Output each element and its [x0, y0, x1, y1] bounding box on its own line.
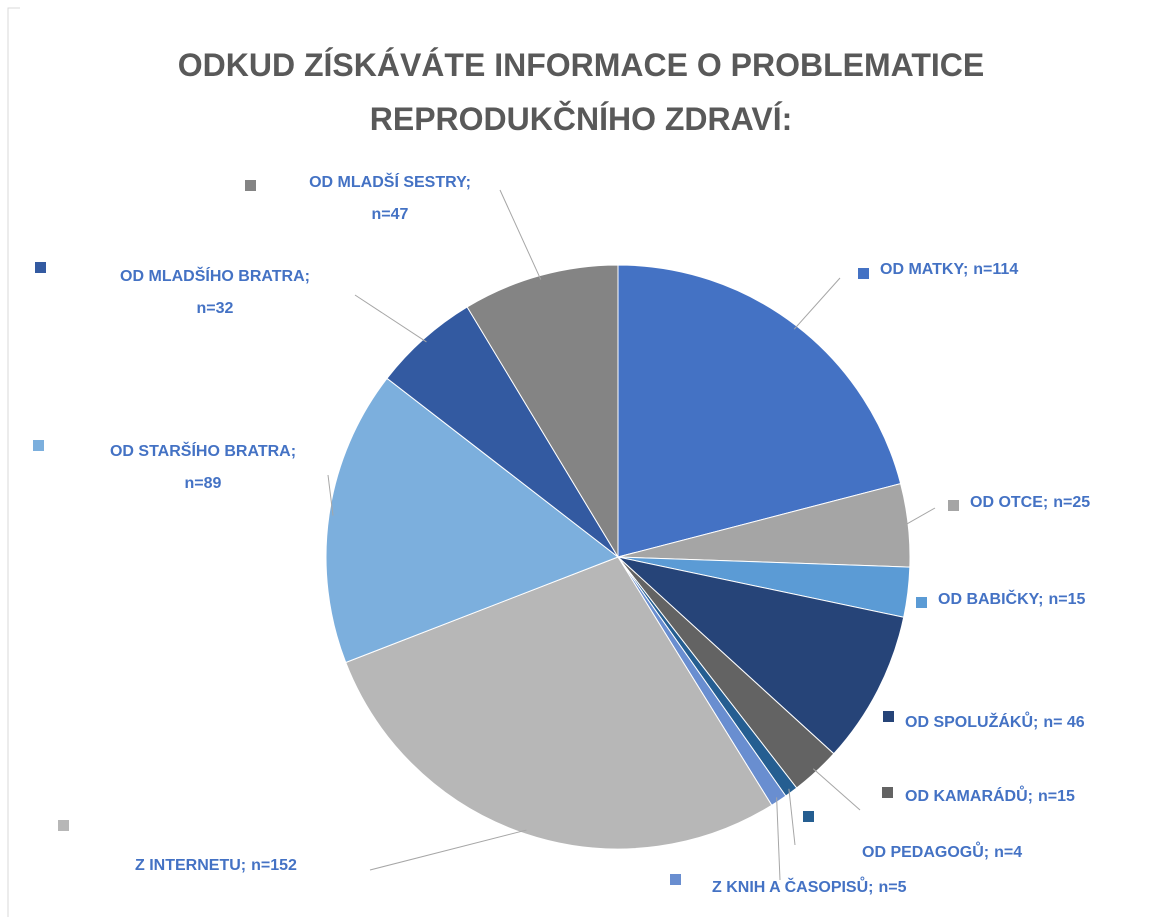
label-value: n=4 [994, 844, 1022, 861]
leader-line [369, 829, 527, 871]
label-marker [35, 262, 46, 273]
label-category: Z KNIH A ČASOPISŮ; [712, 876, 873, 896]
leader-line [776, 797, 781, 881]
label-category: OD STARŠÍHO BRATRA; [110, 441, 296, 460]
label-category: OD MLADŠÍ SESTRY; [309, 172, 471, 191]
label-value: n=32 [197, 300, 234, 317]
label-value: n=89 [185, 475, 222, 492]
label-category: OD PEDAGOGŮ; [862, 841, 989, 861]
label-marker [58, 820, 69, 831]
label-marker [245, 180, 256, 191]
label-value: n= 46 [1043, 714, 1084, 731]
label-value: n=15 [1038, 788, 1075, 805]
label-value: n=25 [1053, 494, 1090, 511]
data-label: OD MLADŠÍ SESTRY; n=47 [309, 172, 471, 223]
pie-slice [325, 377, 620, 664]
pie-slice [345, 556, 773, 850]
label-category: OD MLADŠÍHO BRATRA; [120, 266, 310, 285]
label-value: n=114 [973, 261, 1018, 278]
data-label: OD KAMARÁDŮ; n=15 [905, 785, 1075, 805]
label-marker [883, 711, 894, 722]
label-category: OD KAMARÁDŮ; [905, 785, 1033, 805]
data-label: OD MATKY; n=114 [880, 261, 1018, 278]
leader-line [793, 277, 841, 330]
label-marker [882, 787, 893, 798]
label-category: OD OTCE; [970, 494, 1048, 511]
data-label: OD OTCE; n=25 [970, 494, 1090, 511]
label-value: n=5 [878, 879, 906, 896]
label-marker [948, 500, 959, 511]
label-value: n=47 [372, 206, 409, 223]
label-value: n=152 [251, 857, 297, 874]
data-label: Z KNIH A ČASOPISŮ; n=5 [712, 876, 907, 896]
data-label: OD MLADŠÍHO BRATRA; n=32 [120, 266, 310, 317]
leader-line [354, 294, 427, 343]
chart-title: ODKUD ZÍSKÁVÁTE INFORMACE O PROBLEMATICE… [177, 47, 985, 137]
pie-slice [466, 264, 619, 559]
label-category: Z INTERNETU; [135, 857, 246, 874]
data-label: OD STARŠÍHO BRATRA; n=89 [110, 441, 296, 492]
data-label: OD PEDAGOGŮ; n=4 [862, 841, 1022, 861]
leader-line [788, 788, 796, 846]
data-label: Z INTERNETU; n=152 [135, 857, 297, 874]
label-marker [33, 440, 44, 451]
leader-line [499, 189, 542, 280]
label-category: OD SPOLUŽÁKŮ; [905, 711, 1038, 731]
label-category: OD BABIČKY; [938, 589, 1043, 608]
label-marker [670, 874, 681, 885]
data-label: OD BABIČKY; n=15 [938, 589, 1086, 608]
chart-frame [7, 7, 20, 917]
pie-slice [616, 556, 905, 755]
label-marker [916, 597, 927, 608]
label-marker [803, 811, 814, 822]
data-label: OD SPOLUŽÁKŮ; n= 46 [905, 711, 1085, 731]
label-value: n=15 [1048, 591, 1085, 608]
label-category: OD MATKY; [880, 261, 968, 278]
leader-line [327, 474, 334, 516]
label-marker [858, 268, 869, 279]
leader-line [904, 507, 936, 526]
leader-line [812, 768, 861, 811]
